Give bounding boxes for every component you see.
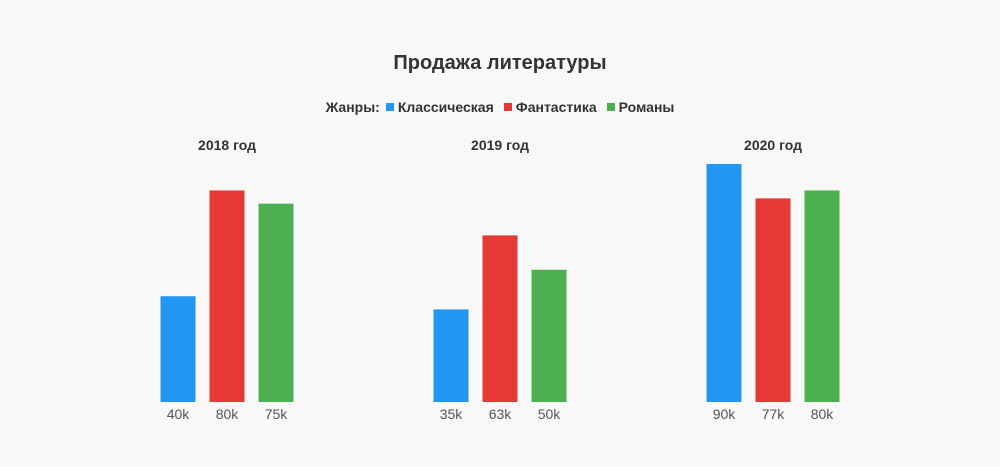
value-label-2019-novels: 50k xyxy=(538,406,562,422)
bar-2019-classic xyxy=(433,309,469,402)
legend: Жанры: Классическая Фантастика Романы xyxy=(0,99,1000,115)
chart-title: Продажа литературы xyxy=(393,52,607,74)
legend-label-novels: Романы xyxy=(618,99,675,115)
panel-title-0: 2018 год xyxy=(198,137,256,153)
value-label-2018-novels: 75k xyxy=(265,406,289,422)
legend-label-fantasy: Фантастика xyxy=(515,99,597,115)
bar-2020-classic xyxy=(706,164,742,402)
bar-2019-fantasy xyxy=(482,235,518,402)
bar-2018-classic xyxy=(160,296,196,402)
value-label-2018-fantasy: 80k xyxy=(216,406,240,422)
legend-swatch-classic xyxy=(385,103,394,111)
legend-title: Жанры: xyxy=(325,99,380,115)
panel-title-2: 2020 год xyxy=(744,137,802,153)
bar-2020-fantasy xyxy=(755,198,791,402)
legend-swatch-novels xyxy=(606,103,615,111)
legend-swatch-fantasy xyxy=(503,103,512,111)
legend-item-novels: Романы xyxy=(606,99,675,115)
value-label-2019-classic: 35k xyxy=(440,406,464,422)
legend-item-classic: Классическая xyxy=(385,99,494,115)
bar-2020-novels xyxy=(804,190,840,402)
value-label-2020-novels: 80k xyxy=(811,406,835,422)
value-label-2020-classic: 90k xyxy=(713,406,737,422)
value-label-2019-fantasy: 63k xyxy=(489,406,513,422)
legend-label-classic: Классическая xyxy=(397,99,494,115)
bar-2018-fantasy xyxy=(209,190,245,402)
value-label-2020-fantasy: 77k xyxy=(762,406,786,422)
legend-item-fantasy: Фантастика xyxy=(503,99,597,115)
bar-2019-novels xyxy=(531,269,567,402)
value-label-2018-classic: 40k xyxy=(167,406,191,422)
bar-2018-novels xyxy=(258,203,294,402)
panel-title-1: 2019 год xyxy=(471,137,529,153)
